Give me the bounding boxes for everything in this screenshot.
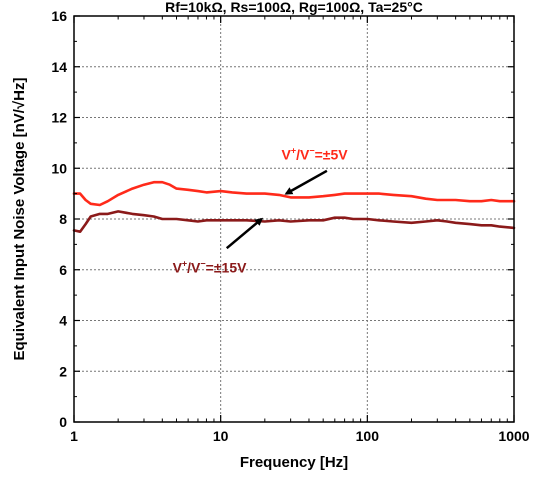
- series-layer: [72, 180, 516, 233]
- x-tick-label: 1: [70, 428, 78, 444]
- annotation-label-1: V+/V−=±5V: [282, 145, 349, 162]
- y-tick-label: 8: [59, 211, 67, 227]
- x-tick-label: 10: [213, 428, 229, 444]
- series-line-2: [72, 210, 516, 233]
- ticks: 0 2 4 6 8 10 12 14 16 1 10 100 1000: [51, 8, 529, 444]
- y-tick-label: 16: [51, 8, 67, 24]
- y-tick-label: 12: [51, 110, 67, 126]
- y-tick-label: 0: [59, 414, 67, 430]
- chart-title: Rf=10kΩ, Rs=100Ω, Rg=100Ω, Ta=25°C: [165, 0, 423, 15]
- y-tick-label: 4: [59, 313, 67, 329]
- annotation-arrow-1: [284, 169, 328, 195]
- series-line-1: [72, 180, 516, 207]
- y-axis-label: Equivalent Input Noise Voltage [nV/√Hz]: [11, 78, 28, 361]
- y-tick-label: 2: [59, 363, 67, 379]
- annotation-label-2: V+/V−=±15V: [173, 258, 248, 275]
- x-axis-label: Frequency [Hz]: [240, 454, 348, 471]
- x-tick-label: 1000: [498, 428, 529, 444]
- x-tick-label: 100: [356, 428, 380, 444]
- y-tick-label: 10: [51, 160, 67, 176]
- y-tick-label: 14: [51, 59, 67, 75]
- annotation-arrow-2: [225, 217, 264, 250]
- y-tick-label: 6: [59, 262, 67, 278]
- annotations: V+/V−=±5V V+/V−=±15V: [173, 145, 349, 275]
- grid: [74, 16, 514, 422]
